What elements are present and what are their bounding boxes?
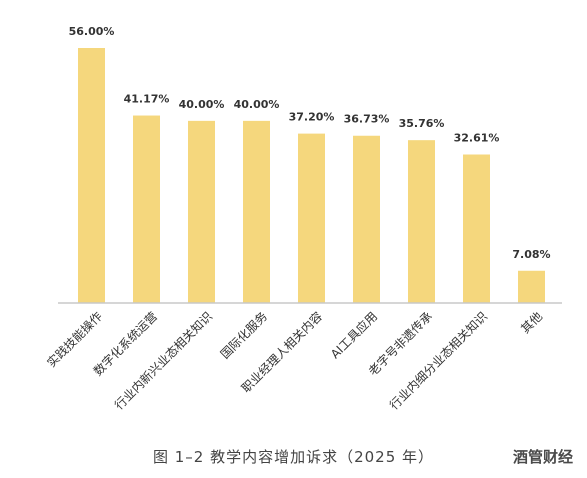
bar-7 [408,140,435,303]
value-label-7: 35.76% [399,117,445,130]
category-label-6: AI工具应用 [327,309,380,362]
bar-5 [298,133,325,303]
category-label-9: 其他 [518,309,545,336]
value-label-9: 7.08% [512,248,550,261]
bar-3 [188,120,215,303]
figure-caption: 图 1–2 教学内容增加诉求（2025 年） [152,448,435,466]
value-label-1: 56.00% [69,25,115,38]
category-label-3: 行业内新兴业态相关知识 [111,309,215,413]
category-label-1: 实践技能操作 [44,309,106,371]
value-label-6: 36.73% [344,113,390,126]
value-label-2: 41.17% [124,93,170,106]
bar-9 [518,270,545,303]
value-label-3: 40.00% [179,98,225,111]
value-labels-group: 56.00% 41.17% 40.00% 40.00% 37.20% 36.73% 35.7… [69,25,551,261]
value-label-8: 32.61% [454,132,500,145]
bar-2 [133,115,160,303]
value-label-5: 37.20% [289,111,335,124]
bar-6 [353,135,380,303]
category-label-4: 国际化服务 [217,309,270,362]
value-label-4: 40.00% [234,98,280,111]
bar-1 [78,48,105,303]
category-label-8: 行业内细分业态相关知识 [387,309,490,412]
bar-4 [243,120,270,303]
brand-watermark: 酒管财经 [512,448,573,466]
bars-group [78,48,545,303]
bar-8 [463,154,490,303]
